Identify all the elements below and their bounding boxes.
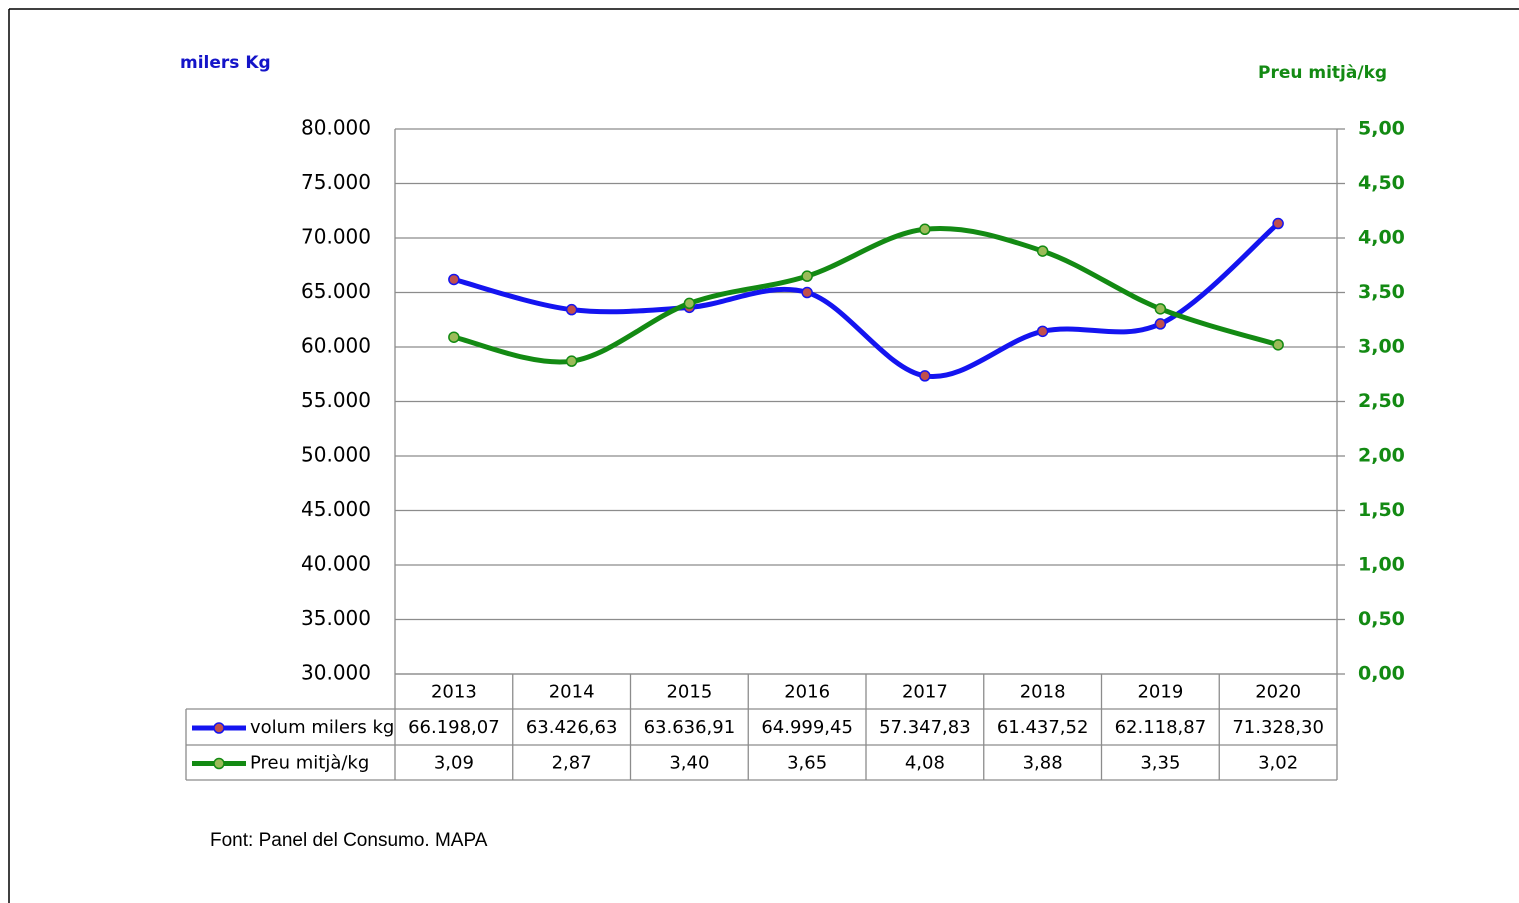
x-tick-label: 2016 — [784, 682, 830, 703]
table-value: 64.999,45 — [761, 717, 853, 738]
marker — [448, 331, 460, 343]
table-value: 3,35 — [1140, 753, 1180, 774]
table-value: 66.198,07 — [408, 717, 500, 738]
y-tick-label: 50.000 — [301, 443, 371, 467]
marker — [801, 270, 813, 282]
y-tick-label: 75.000 — [301, 170, 371, 194]
legend-marker — [213, 757, 225, 770]
table-value: 62.118,87 — [1115, 717, 1207, 738]
series-line — [451, 226, 1281, 365]
table-value: 3,02 — [1258, 753, 1298, 774]
marker — [565, 303, 578, 316]
y2-tick-label: 3,00 — [1358, 336, 1405, 358]
marker — [683, 297, 696, 310]
table-value: 63.636,91 — [644, 717, 736, 738]
table-value: 3,88 — [1023, 753, 1063, 774]
marker — [1272, 217, 1284, 230]
table-value: 3,40 — [669, 753, 709, 774]
y-tick-label: 60.000 — [301, 334, 371, 358]
marker — [565, 355, 578, 367]
y2-tick-label: 2,00 — [1358, 445, 1405, 467]
x-tick-label: 2015 — [666, 682, 712, 703]
marker — [1272, 339, 1284, 351]
table-value: 3,65 — [787, 753, 827, 774]
y2-tick-label: 3,50 — [1358, 281, 1405, 303]
x-tick-label: 2013 — [431, 682, 477, 703]
y-tick-label: 65.000 — [301, 279, 371, 303]
table-value: 71.328,30 — [1232, 717, 1324, 738]
y2-tick-label: 4,00 — [1358, 227, 1405, 249]
marker — [801, 286, 813, 299]
y2-tick-label: 0,50 — [1358, 608, 1405, 630]
legend-label: Preu mitjà/kg — [250, 753, 369, 774]
y-tick-label: 80.000 — [301, 116, 371, 140]
x-tick-label: 2018 — [1020, 682, 1066, 703]
y2-axis-label: Preu mitjà/kg — [1258, 63, 1387, 83]
table-value: 3,09 — [434, 753, 474, 774]
table-value: 2,87 — [552, 753, 592, 774]
marker — [1154, 318, 1167, 330]
table-value: 4,08 — [905, 753, 945, 774]
y-tick-label: 45.000 — [301, 497, 371, 521]
marker — [919, 223, 931, 236]
y-tick-label: 55.000 — [301, 388, 371, 412]
y2-tick-label: 2,50 — [1358, 390, 1405, 412]
legend-marker — [213, 722, 225, 734]
y-axis-label: milers Kg — [180, 53, 271, 73]
series-line — [451, 221, 1281, 380]
x-tick-label: 2019 — [1137, 682, 1183, 703]
y2-tick-label: 0,00 — [1358, 663, 1405, 685]
y2-tick-label: 5,00 — [1358, 118, 1405, 140]
y-tick-label: 70.000 — [301, 225, 371, 249]
marker — [448, 273, 460, 286]
marker — [1036, 325, 1049, 338]
table-value: 63.426,63 — [526, 717, 618, 738]
marker — [1036, 245, 1049, 257]
marker — [919, 370, 931, 382]
table-value: 61.437,52 — [997, 717, 1089, 738]
x-tick-label: 2020 — [1255, 682, 1301, 703]
source-note: Font: Panel del Consumo. MAPA — [210, 830, 488, 851]
x-tick-label: 2014 — [549, 682, 595, 703]
y2-tick-label: 1,50 — [1358, 499, 1405, 521]
marker — [1154, 303, 1167, 315]
y-tick-label: 35.000 — [301, 606, 371, 630]
legend-label: volum milers kg — [250, 717, 394, 738]
y-tick-label: 40.000 — [301, 552, 371, 576]
table-value: 57.347,83 — [879, 717, 971, 738]
y2-tick-label: 4,50 — [1358, 172, 1405, 194]
y-tick-label: 30.000 — [301, 661, 371, 685]
x-tick-label: 2017 — [902, 682, 948, 703]
y2-tick-label: 1,00 — [1358, 554, 1405, 576]
